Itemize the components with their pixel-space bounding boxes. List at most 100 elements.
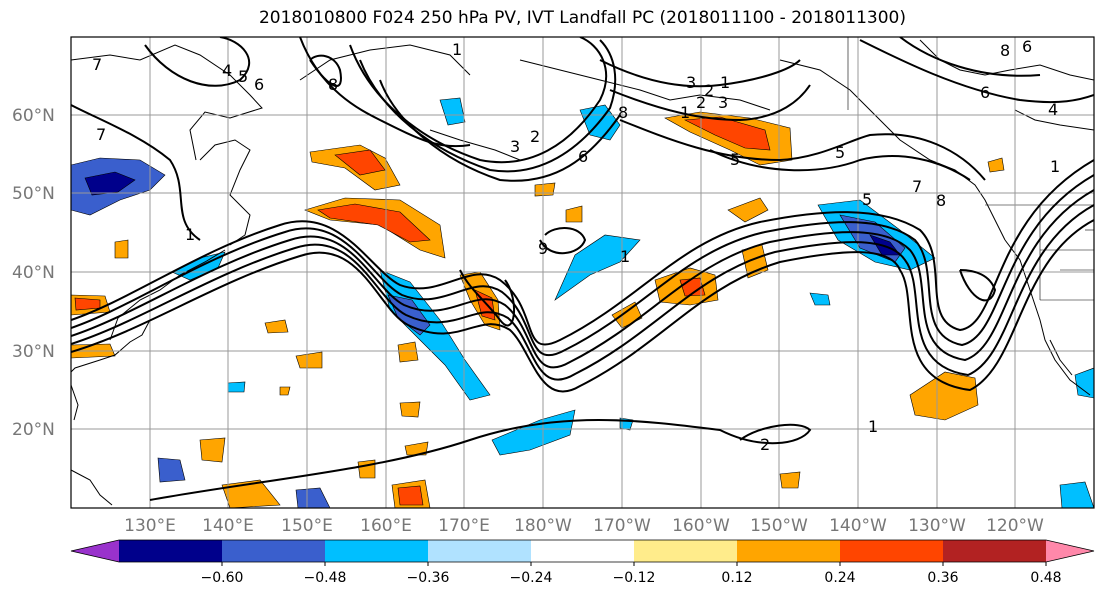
contour-label: 8 bbox=[618, 103, 628, 122]
pos-patch bbox=[334, 149, 386, 176]
pos-patch bbox=[399, 401, 421, 418]
contour-label: 1 bbox=[185, 225, 195, 244]
neg-patch bbox=[1059, 481, 1094, 508]
gridlines bbox=[71, 37, 1094, 508]
contour-label-group: 7 4 5 6 8 1 3 2 6 5 7 3 2 1 8 1 2 3 6 5 … bbox=[92, 37, 1060, 454]
lon-label: 120°W bbox=[986, 516, 1044, 536]
colorbar-tick-label: −0.24 bbox=[510, 570, 553, 586]
lon-label: 130°W bbox=[908, 516, 966, 536]
contour-label: 1 bbox=[620, 247, 630, 266]
lon-label: 170°E bbox=[438, 516, 490, 536]
contour-label: 1 bbox=[680, 103, 690, 122]
contour-label: 1 bbox=[1050, 157, 1060, 176]
colorbar-swatch bbox=[737, 540, 841, 562]
neg-patch bbox=[227, 381, 246, 393]
colorbar-tick-label: 0.36 bbox=[927, 570, 958, 586]
colorbar-swatch bbox=[325, 540, 429, 562]
neg-patch bbox=[554, 234, 641, 301]
lon-label: 180°W bbox=[514, 516, 572, 536]
colorbar-extend-max bbox=[1046, 540, 1094, 562]
colorbar-swatch bbox=[531, 540, 635, 562]
colorbar-tick-label: 0.12 bbox=[721, 570, 752, 586]
lat-label: 60°N bbox=[12, 106, 55, 126]
pos-patch bbox=[317, 203, 431, 243]
lon-label: 170°W bbox=[593, 516, 651, 536]
lon-label: 160°E bbox=[360, 516, 412, 536]
lon-label: 140°E bbox=[202, 516, 254, 536]
pos-patch bbox=[279, 386, 291, 396]
contour-label: 6 bbox=[254, 75, 264, 94]
contour-label: 5 bbox=[730, 150, 740, 169]
contour-label: 3 bbox=[510, 137, 520, 156]
pos-patch bbox=[683, 116, 771, 151]
pos-patch bbox=[727, 197, 769, 223]
pos-patch bbox=[565, 205, 583, 223]
pos-patch bbox=[295, 351, 323, 369]
longitude-axis: 130°E 140°E 150°E 160°E 170°E 180°W 170°… bbox=[124, 516, 1044, 536]
lat-label: 50°N bbox=[12, 184, 55, 204]
pos-patch bbox=[397, 341, 419, 363]
colorbar-tick-label: −0.12 bbox=[613, 570, 656, 586]
neg-patch bbox=[84, 171, 136, 196]
contour-label: 2 bbox=[696, 93, 706, 112]
lon-label: 150°E bbox=[281, 516, 333, 536]
contour-label: 6 bbox=[980, 83, 990, 102]
latitude-axis: 60°N 50°N 40°N 30°N 20°N bbox=[12, 106, 55, 440]
colorbar-tick-label: −0.48 bbox=[304, 570, 347, 586]
colorbar-tick-label: −0.60 bbox=[201, 570, 244, 586]
contour-label: 3 bbox=[718, 93, 728, 112]
lat-label: 30°N bbox=[12, 342, 55, 362]
contour-label: 1 bbox=[868, 417, 878, 436]
pos-patch bbox=[779, 471, 801, 489]
contour-label: 1 bbox=[720, 73, 730, 92]
colorbar-swatch bbox=[119, 540, 223, 562]
contour-label: 9 bbox=[538, 239, 548, 258]
map-title: 2018010800 F024 250 hPa PV, IVT Landfall… bbox=[258, 8, 906, 28]
pos-patch bbox=[987, 157, 1005, 173]
colorbar-swatch bbox=[840, 540, 944, 562]
lon-label: 160°W bbox=[672, 516, 730, 536]
lat-label: 20°N bbox=[12, 420, 55, 440]
contour-label: 4 bbox=[1048, 100, 1058, 119]
lon-label: 150°W bbox=[750, 516, 808, 536]
colorbar-extend-min bbox=[71, 540, 119, 562]
pos-patch bbox=[199, 437, 226, 463]
colorbar-swatch bbox=[428, 540, 532, 562]
colorbar-swatch bbox=[222, 540, 326, 562]
contour-label: 5 bbox=[835, 143, 845, 162]
contour-label: 4 bbox=[222, 61, 232, 80]
map-border bbox=[70, 36, 1095, 509]
pos-patch bbox=[114, 239, 129, 259]
contour-label: 8 bbox=[1000, 41, 1010, 60]
pos-patch bbox=[534, 182, 556, 197]
contour-label: 7 bbox=[912, 177, 922, 196]
lon-label: 140°W bbox=[829, 516, 887, 536]
contour-label: 3 bbox=[686, 73, 696, 92]
contour-label: 5 bbox=[238, 67, 248, 86]
colorbar-tick-label: 0.48 bbox=[1030, 570, 1061, 586]
pos-patch bbox=[357, 459, 376, 479]
pos-patch bbox=[74, 297, 101, 311]
colorbar-tick-label: 0.24 bbox=[824, 570, 855, 586]
colorbar-swatch bbox=[634, 540, 738, 562]
colorbar: −0.60 −0.48 −0.36 −0.24 −0.12 0.12 0.24 0.36 0.4… bbox=[70, 539, 1095, 586]
neg-patch bbox=[295, 487, 331, 508]
lat-label: 40°N bbox=[12, 263, 55, 283]
pos-patch bbox=[264, 319, 289, 334]
contour-label: 6 bbox=[578, 147, 588, 166]
pos-patch bbox=[909, 371, 979, 421]
contour-label: 2 bbox=[704, 81, 714, 100]
colorbar-swatch bbox=[943, 540, 1047, 562]
contour-label: 2 bbox=[530, 127, 540, 146]
neg-patch bbox=[809, 292, 831, 306]
pv-contours bbox=[71, 37, 1094, 501]
contour-label: 2 bbox=[760, 435, 770, 454]
neg-patch bbox=[1074, 367, 1094, 399]
colorbar-outline bbox=[70, 539, 1095, 563]
contour-label: 1 bbox=[452, 40, 462, 59]
contour-label: 8 bbox=[936, 191, 946, 210]
pos-patch bbox=[397, 485, 424, 506]
lon-label: 130°E bbox=[124, 516, 176, 536]
contour-label: 7 bbox=[92, 55, 102, 74]
